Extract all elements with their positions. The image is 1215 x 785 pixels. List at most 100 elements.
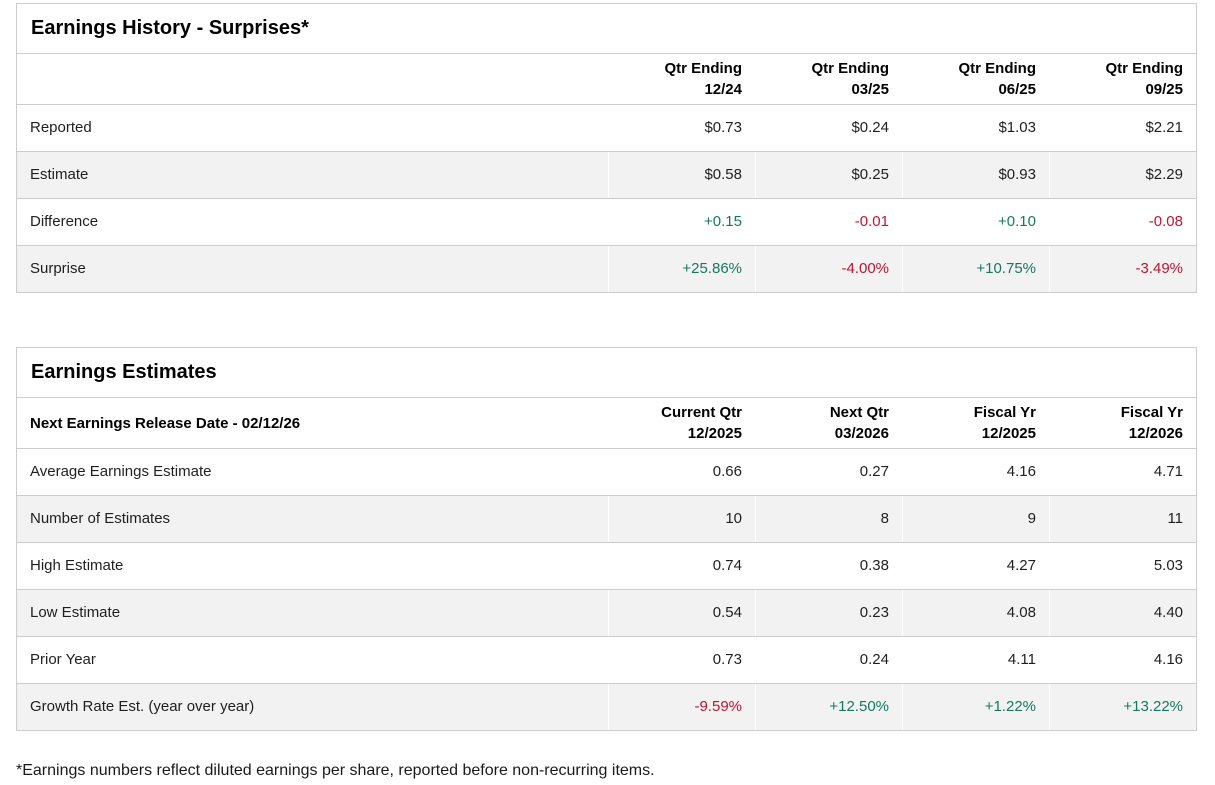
- column-header-qtr-0625: Qtr Ending 06/25: [902, 53, 1050, 105]
- value-cell: +10.75%: [902, 245, 1050, 293]
- earnings-estimates-table: Earnings Estimates Next Earnings Release…: [16, 347, 1198, 731]
- column-header-line1: Qtr Ending: [664, 60, 743, 77]
- value-cell: 4.16: [902, 448, 1050, 496]
- value-cell: $2.29: [1049, 151, 1197, 199]
- value-cell: -0.08: [1049, 198, 1197, 246]
- value-text: $0.24: [851, 119, 889, 136]
- column-header-line2: 03/2026: [834, 425, 889, 442]
- column-header-line1: Current Qtr: [661, 404, 742, 421]
- value-cell: 0.66: [608, 448, 756, 496]
- value-text: 10: [725, 510, 742, 527]
- value-text: $2.21: [1145, 119, 1183, 136]
- value-text: 4.40: [1153, 604, 1184, 621]
- row-label: Surprise: [16, 245, 609, 293]
- table-row-growth-rate-est: Growth Rate Est. (year over year) -9.59%…: [16, 683, 1197, 731]
- value-text: +25.86%: [682, 260, 742, 277]
- value-cell: 4.16: [1048, 636, 1197, 684]
- value-text: 0.54: [712, 604, 742, 621]
- value-cell: -4.00%: [755, 245, 903, 293]
- value-text: 4.27: [1006, 557, 1036, 574]
- value-text: +0.10: [998, 213, 1036, 230]
- value-text: 0.27: [859, 463, 889, 480]
- value-cell: +12.50%: [755, 683, 903, 731]
- earnings-history-title: Earnings History - Surprises*: [16, 3, 1197, 54]
- value-text: 4.11: [1007, 651, 1036, 668]
- value-text: 9: [1027, 510, 1036, 527]
- column-header-line2: 03/25: [851, 81, 889, 98]
- table-row-difference: Difference +0.15 -0.01 +0.10 -0.08: [16, 198, 1197, 246]
- value-text: -0.08: [1148, 213, 1183, 230]
- value-text: -9.59%: [694, 698, 742, 715]
- table-row-average-earnings-estimate: Average Earnings Estimate 0.66 0.27 4.16…: [16, 448, 1197, 496]
- value-text: +1.22%: [984, 698, 1036, 715]
- value-text: +10.75%: [976, 260, 1036, 277]
- value-text: $0.25: [851, 166, 889, 183]
- column-header-line2: 09/25: [1145, 81, 1183, 98]
- row-label: Average Earnings Estimate: [16, 448, 609, 496]
- value-cell: 11: [1048, 495, 1197, 543]
- value-cell: 9: [902, 495, 1050, 543]
- value-text: $2.29: [1145, 166, 1183, 183]
- value-text: $0.73: [704, 119, 742, 136]
- value-cell: 0.54: [608, 589, 756, 637]
- value-cell: $0.25: [755, 151, 903, 199]
- table-row-estimate: Estimate $0.58 $0.25 $0.93 $2.29: [16, 151, 1197, 199]
- table-title-row: Earnings History - Surprises*: [16, 3, 1197, 54]
- value-cell: +0.10: [902, 198, 1050, 246]
- table-row-reported: Reported $0.73 $0.24 $1.03 $2.21: [16, 104, 1197, 152]
- row-label: Difference: [16, 198, 609, 246]
- value-cell: -3.49%: [1049, 245, 1197, 293]
- value-cell: +1.22%: [902, 683, 1050, 731]
- value-cell: 4.08: [902, 589, 1050, 637]
- row-label: Prior Year: [16, 636, 609, 684]
- earnings-estimates-title: Earnings Estimates: [16, 347, 1197, 398]
- value-text: +12.50%: [829, 698, 889, 715]
- column-header-current-qtr: Current Qtr 12/2025: [608, 397, 756, 449]
- value-cell: 4.40: [1048, 589, 1197, 637]
- row-label: Number of Estimates: [16, 495, 609, 543]
- value-cell: 0.73: [608, 636, 756, 684]
- column-header-line2: 12/2025: [687, 425, 742, 442]
- column-header-row: Next Earnings Release Date - 02/12/26 Cu…: [16, 397, 1197, 449]
- value-text: 11: [1167, 510, 1184, 527]
- column-header-line1: Fiscal Yr: [1120, 404, 1184, 421]
- value-text: 5.03: [1153, 557, 1184, 574]
- next-earnings-release-date: Next Earnings Release Date - 02/12/26: [16, 397, 609, 449]
- value-cell: $1.03: [902, 104, 1050, 152]
- column-header-qtr-0925: Qtr Ending 09/25: [1049, 53, 1197, 105]
- column-header-line2: 12/2025: [981, 425, 1036, 442]
- value-text: $0.58: [704, 166, 742, 183]
- table-row-high-estimate: High Estimate 0.74 0.38 4.27 5.03: [16, 542, 1197, 590]
- earnings-footnote: *Earnings numbers reflect diluted earnin…: [16, 762, 655, 779]
- column-header-line2: 06/25: [998, 81, 1036, 98]
- earnings-history-table: Earnings History - Surprises* Qtr Ending…: [16, 3, 1197, 293]
- value-text: 0.24: [859, 651, 889, 668]
- column-header-line2: 12/2026: [1128, 425, 1184, 442]
- value-cell: 5.03: [1048, 542, 1197, 590]
- value-cell: $0.93: [902, 151, 1050, 199]
- value-cell: 10: [608, 495, 756, 543]
- column-header-qtr-1224: Qtr Ending 12/24: [608, 53, 756, 105]
- row-label: Low Estimate: [16, 589, 609, 637]
- column-header-qtr-0325: Qtr Ending 03/25: [755, 53, 903, 105]
- value-cell: 0.74: [608, 542, 756, 590]
- column-header-line1: Qtr Ending: [1105, 60, 1184, 77]
- row-label: Reported: [16, 104, 609, 152]
- column-header-fiscal-yr-2026: Fiscal Yr 12/2026: [1048, 397, 1197, 449]
- column-header-line1: Qtr Ending: [958, 60, 1037, 77]
- value-cell: 0.24: [755, 636, 903, 684]
- row-label: Growth Rate Est. (year over year): [16, 683, 609, 731]
- column-header-line1: Fiscal Yr: [973, 404, 1036, 421]
- table-row-surprise: Surprise +25.86% -4.00% +10.75% -3.49%: [16, 245, 1197, 293]
- value-text: $1.03: [998, 119, 1036, 136]
- value-cell: 0.27: [755, 448, 903, 496]
- table-row-prior-year: Prior Year 0.73 0.24 4.11 4.16: [16, 636, 1197, 684]
- value-text: 0.74: [712, 557, 742, 574]
- column-header-row: Qtr Ending 12/24 Qtr Ending 03/25 Qtr En…: [16, 53, 1197, 105]
- value-cell: +0.15: [608, 198, 756, 246]
- row-label: High Estimate: [16, 542, 609, 590]
- column-header-line2: 12/24: [704, 81, 742, 98]
- value-cell: +13.22%: [1048, 683, 1197, 731]
- column-header-fiscal-yr-2025: Fiscal Yr 12/2025: [902, 397, 1050, 449]
- value-text: 4.16: [1006, 463, 1036, 480]
